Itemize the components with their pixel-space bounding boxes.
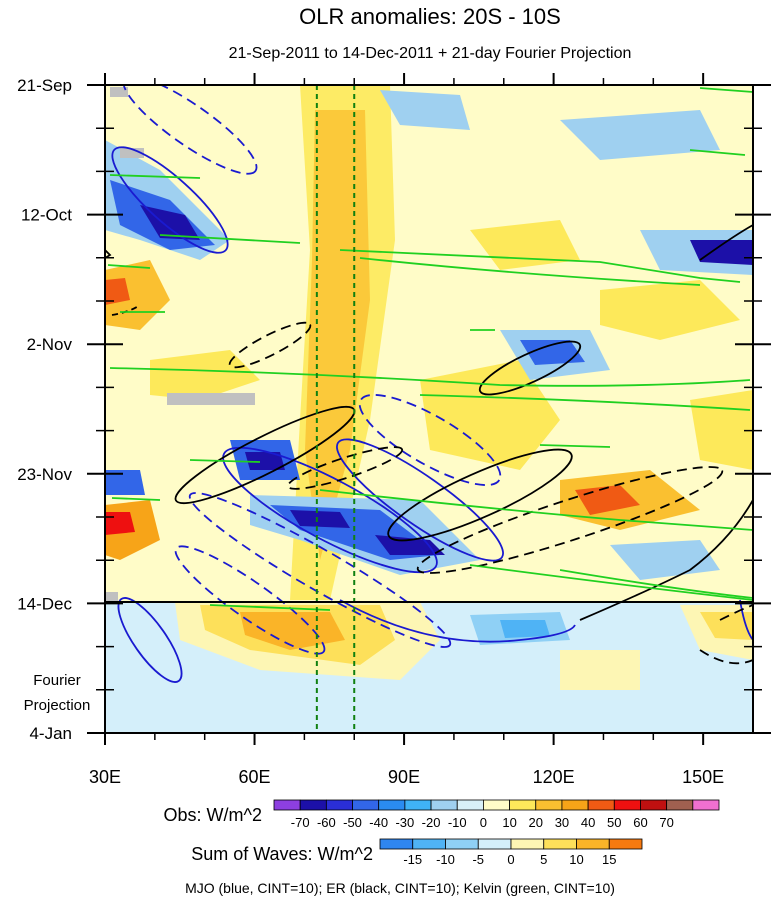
y-tick-label: 2-Nov xyxy=(27,335,73,354)
obs-colorbar-tick-label: -30 xyxy=(395,815,414,830)
waves-colorbar: Sum of Waves: W/m^2 -15 -10 -5 0 5 10 15 xyxy=(191,838,643,867)
chart-subtitle: 21-Sep-2011 to 14-Dec-2011 + 21-day Four… xyxy=(229,45,632,62)
obs-colorbar-box xyxy=(692,799,720,811)
y-axis: 21-Sep 12-Oct 2-Nov 23-Nov 14-Dec 4-Jan xyxy=(17,76,771,743)
obs-colorbar-tick-label: -20 xyxy=(422,815,441,830)
x-tick-label: 120E xyxy=(533,767,575,787)
obs-colorbar-box xyxy=(299,799,327,811)
x-tick-label: 60E xyxy=(239,767,271,787)
obs-colorbar-box xyxy=(613,799,641,811)
chart-title: OLR anomalies: 20S - 10S xyxy=(299,4,561,29)
obs-colorbar-tick-label: -70 xyxy=(291,815,310,830)
obs-warm-patches xyxy=(105,85,753,602)
obs-colorbar-tick-label: 20 xyxy=(529,815,543,830)
projection-label-line1: Fourier xyxy=(33,672,81,689)
y-tick-label: 21-Sep xyxy=(17,76,72,95)
obs-colorbar-boxes xyxy=(273,799,720,811)
y-tick-label: 12-Oct xyxy=(21,206,72,225)
waves-colorbar-box xyxy=(510,838,545,850)
waves-colorbar-tick-label: 15 xyxy=(602,852,616,867)
waves-colorbar-tick-label: -5 xyxy=(472,852,484,867)
waves-colorbar-box xyxy=(576,838,610,850)
projection-field xyxy=(105,602,753,733)
obs-colorbar-box xyxy=(404,799,432,811)
obs-colorbar: Obs: W/m^2 -70 -60 -50 -40 -30 -20 -10 0 10 20 30 4… xyxy=(164,799,720,830)
wave-contours xyxy=(105,85,753,683)
y-tick-label: 4-Jan xyxy=(29,724,72,743)
waves-colorbar-box xyxy=(608,838,643,850)
obs-colorbar-box xyxy=(456,799,484,811)
observed-anomaly-field xyxy=(105,85,753,602)
projection-label-line2: Projection xyxy=(24,697,91,714)
reference-longitude-lines xyxy=(315,85,356,733)
waves-colorbar-label: Sum of Waves: W/m^2 xyxy=(191,844,373,864)
obs-colorbar-box xyxy=(509,799,537,811)
waves-colorbar-tick-label: -10 xyxy=(436,852,455,867)
obs-colorbar-tick-label: 70 xyxy=(659,815,673,830)
obs-colorbar-tick-label: -50 xyxy=(343,815,362,830)
footer-note: MJO (blue, CINT=10); ER (black, CINT=10)… xyxy=(185,880,615,896)
obs-colorbar-tick-label: 0 xyxy=(480,815,487,830)
obs-colorbar-tick-label: 50 xyxy=(607,815,621,830)
waves-colorbar-boxes xyxy=(379,838,643,850)
obs-colorbar-tick-label: 40 xyxy=(581,815,595,830)
waves-colorbar-box xyxy=(543,838,577,850)
y-tick-label: 14-Dec xyxy=(17,594,72,613)
obs-colorbar-box xyxy=(430,799,458,811)
obs-colorbar-tick-label: 30 xyxy=(555,815,569,830)
missing-data-patches xyxy=(106,87,255,602)
waves-colorbar-tick-label: 5 xyxy=(540,852,547,867)
obs-colorbar-box xyxy=(666,799,694,811)
obs-colorbar-tick-label: -60 xyxy=(317,815,336,830)
x-tick-label: 90E xyxy=(388,767,420,787)
obs-colorbar-tick-label: -10 xyxy=(448,815,467,830)
waves-colorbar-tick-label: 0 xyxy=(507,852,514,867)
obs-colorbar-box xyxy=(273,799,301,811)
er-contours xyxy=(105,224,753,665)
waves-colorbar-tick-label: 10 xyxy=(569,852,583,867)
plot-frame xyxy=(104,84,754,734)
waves-colorbar-box xyxy=(379,838,414,850)
x-axis: 30E 60E 90E 120E 150E xyxy=(89,73,724,787)
obs-colorbar-box xyxy=(561,799,589,811)
waves-colorbar-box xyxy=(477,838,512,850)
obs-colorbar-tick-label: 60 xyxy=(633,815,647,830)
obs-colorbar-tick-label: -40 xyxy=(369,815,388,830)
waves-colorbar-ticks: -15 -10 -5 0 5 10 15 xyxy=(403,852,616,867)
obs-colorbar-tick-label: 10 xyxy=(502,815,516,830)
obs-colorbar-box xyxy=(325,799,353,811)
waves-colorbar-box xyxy=(445,838,479,850)
x-tick-label: 150E xyxy=(682,767,724,787)
y-tick-label: 23-Nov xyxy=(17,465,72,484)
obs-colorbar-label: Obs: W/m^2 xyxy=(164,805,262,825)
obs-colorbar-box xyxy=(378,799,406,811)
obs-colorbar-box xyxy=(352,799,380,811)
plot-area xyxy=(104,84,754,734)
obs-colorbar-box xyxy=(587,799,615,811)
obs-colorbar-box xyxy=(483,799,510,811)
obs-colorbar-ticks: -70 -60 -50 -40 -30 -20 -10 0 10 20 30 40 50 60 70 xyxy=(291,815,674,830)
waves-colorbar-box xyxy=(412,838,446,850)
obs-colorbar-box xyxy=(640,799,668,811)
x-tick-label: 30E xyxy=(89,767,121,787)
obs-colorbar-box xyxy=(535,799,563,811)
waves-colorbar-tick-label: -15 xyxy=(403,852,422,867)
kelvin-contours xyxy=(107,87,753,611)
